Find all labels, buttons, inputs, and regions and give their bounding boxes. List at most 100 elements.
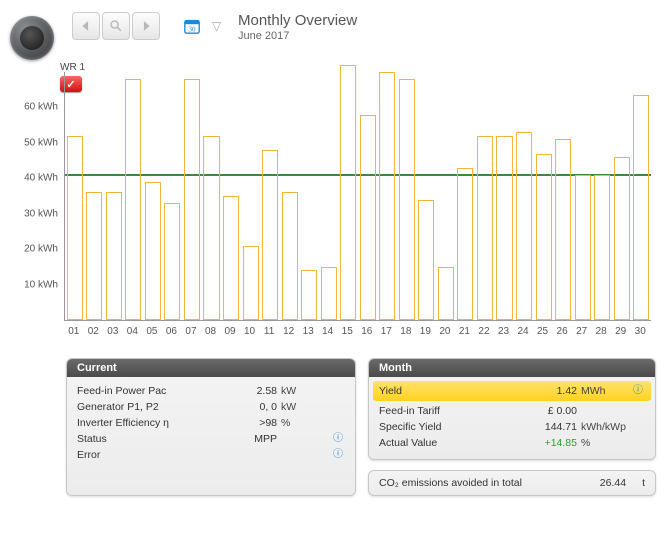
x-axis-label: 03: [107, 326, 118, 337]
info-value: 2.58: [227, 383, 277, 399]
info-row: Error ⓘ: [77, 447, 345, 463]
next-button[interactable]: [132, 12, 160, 40]
chart-bar[interactable]: [340, 65, 356, 320]
search-button[interactable]: [102, 12, 130, 40]
x-axis-label: 16: [361, 326, 372, 337]
info-row: Actual Value+14.85%: [379, 435, 645, 451]
toolbar: 30 ▽: [72, 12, 221, 40]
chart-bar[interactable]: [555, 139, 571, 320]
x-axis-label: 15: [342, 326, 353, 337]
chart-bar[interactable]: [496, 136, 512, 320]
info-row: Generator P1, P20, 0kW: [77, 399, 345, 415]
dropdown-icon[interactable]: ▽: [212, 19, 221, 33]
info-row: StatusMPPⓘ: [77, 431, 345, 447]
chart-bar[interactable]: [418, 200, 434, 320]
x-axis-label: 01: [68, 326, 79, 337]
info-unit: kW: [277, 383, 331, 399]
info-label: Status: [77, 431, 227, 447]
chart-bar[interactable]: [438, 267, 454, 320]
info-label: Yield: [379, 383, 527, 399]
chart-bar[interactable]: [614, 157, 630, 320]
chart-bar[interactable]: [164, 203, 180, 320]
current-panel-title: Current: [67, 359, 355, 377]
info-label: Actual Value: [379, 435, 527, 451]
chart-bar[interactable]: [321, 267, 337, 320]
chart-bar[interactable]: [360, 115, 376, 320]
x-axis-label: 13: [303, 326, 314, 337]
x-axis-label: 20: [439, 326, 450, 337]
info-icon[interactable]: ⓘ: [331, 431, 345, 447]
x-axis-label: 11: [264, 326, 274, 337]
chart: 10 kWh20 kWh30 kWh40 kWh50 kWh60 kWh 010…: [10, 72, 656, 350]
info-label: Feed-in Power Pac: [77, 383, 227, 399]
co2-label: CO₂ emissions avoided in total: [379, 477, 522, 489]
info-label: Specific Yield: [379, 419, 527, 435]
header: WR 1 ✓ 30 ▽ Monthly Overview June 2017: [10, 6, 656, 70]
title-block: Monthly Overview June 2017: [238, 12, 357, 42]
chart-bar[interactable]: [457, 168, 473, 320]
x-axis-label: 17: [381, 326, 392, 337]
chart-bar[interactable]: [536, 154, 552, 321]
chart-bar[interactable]: [145, 182, 161, 320]
x-axis-label: 22: [478, 326, 489, 337]
info-row: Specific Yield144.71kWh/kWp: [379, 419, 645, 435]
chart-bar[interactable]: [301, 270, 317, 320]
x-axis-label: 26: [557, 326, 568, 337]
info-label: Feed-in Tariff: [379, 403, 527, 419]
x-axis-label: 05: [146, 326, 157, 337]
chart-bar[interactable]: [243, 246, 259, 320]
chart-bar[interactable]: [477, 136, 493, 320]
x-axis-label: 27: [576, 326, 587, 337]
co2-panel: CO₂ emissions avoided in total 26.44 t: [368, 470, 656, 496]
x-axis-label: 24: [517, 326, 528, 337]
info-panels: Current Feed-in Power Pac2.58kWGenerator…: [66, 358, 656, 496]
info-value: 0, 0: [227, 399, 277, 415]
svg-text:30: 30: [188, 25, 196, 33]
chart-bar[interactable]: [203, 136, 219, 320]
x-axis-label: 12: [283, 326, 294, 337]
info-row: Feed-in Tariff£ 0.00: [379, 403, 645, 419]
chart-bar[interactable]: [379, 72, 395, 320]
y-axis-label: 60 kWh: [24, 102, 58, 113]
chart-bar[interactable]: [262, 150, 278, 320]
chart-bar[interactable]: [399, 79, 415, 320]
prev-button[interactable]: [72, 12, 100, 40]
chart-bar[interactable]: [516, 132, 532, 320]
info-icon[interactable]: ⓘ: [331, 447, 345, 463]
info-value: £ 0.00: [527, 403, 577, 419]
chart-bar[interactable]: [86, 192, 102, 320]
chart-bar[interactable]: [594, 175, 610, 320]
device-icon[interactable]: [10, 16, 54, 60]
chart-bar[interactable]: [633, 95, 649, 320]
info-unit: kWh/kWp: [577, 419, 631, 435]
chart-bar[interactable]: [575, 175, 591, 320]
month-panel: Month Yield1.42MWhⓘFeed-in Tariff£ 0.00S…: [368, 358, 656, 460]
current-panel: Current Feed-in Power Pac2.58kWGenerator…: [66, 358, 356, 496]
co2-value: 26.44: [600, 477, 626, 489]
info-label: Generator P1, P2: [77, 399, 227, 415]
x-axis-label: 23: [498, 326, 509, 337]
info-row: Inverter Efficiency η>98%: [77, 415, 345, 431]
info-unit: kW: [277, 399, 331, 415]
info-unit: %: [577, 435, 631, 451]
x-axis-label: 28: [596, 326, 607, 337]
chart-bar[interactable]: [282, 192, 298, 320]
x-axis-label: 19: [420, 326, 431, 337]
info-label: Error: [77, 447, 227, 463]
chart-bar[interactable]: [184, 79, 200, 320]
y-axis-label: 40 kWh: [24, 173, 58, 184]
x-axis-label: 02: [88, 326, 99, 337]
chart-bar[interactable]: [67, 136, 83, 320]
chart-bar[interactable]: [106, 192, 122, 320]
info-value: >98: [227, 415, 277, 431]
y-axis-label: 10 kWh: [24, 279, 58, 290]
x-axis-label: 21: [459, 326, 470, 337]
info-value: 1.42: [527, 383, 577, 399]
x-axis-label: 07: [185, 326, 196, 337]
info-icon[interactable]: ⓘ: [631, 383, 645, 399]
x-axis-label: 09: [224, 326, 235, 337]
chart-bar[interactable]: [223, 196, 239, 320]
x-axis-label: 25: [537, 326, 548, 337]
calendar-icon[interactable]: 30: [182, 16, 202, 36]
chart-bar[interactable]: [125, 79, 141, 320]
